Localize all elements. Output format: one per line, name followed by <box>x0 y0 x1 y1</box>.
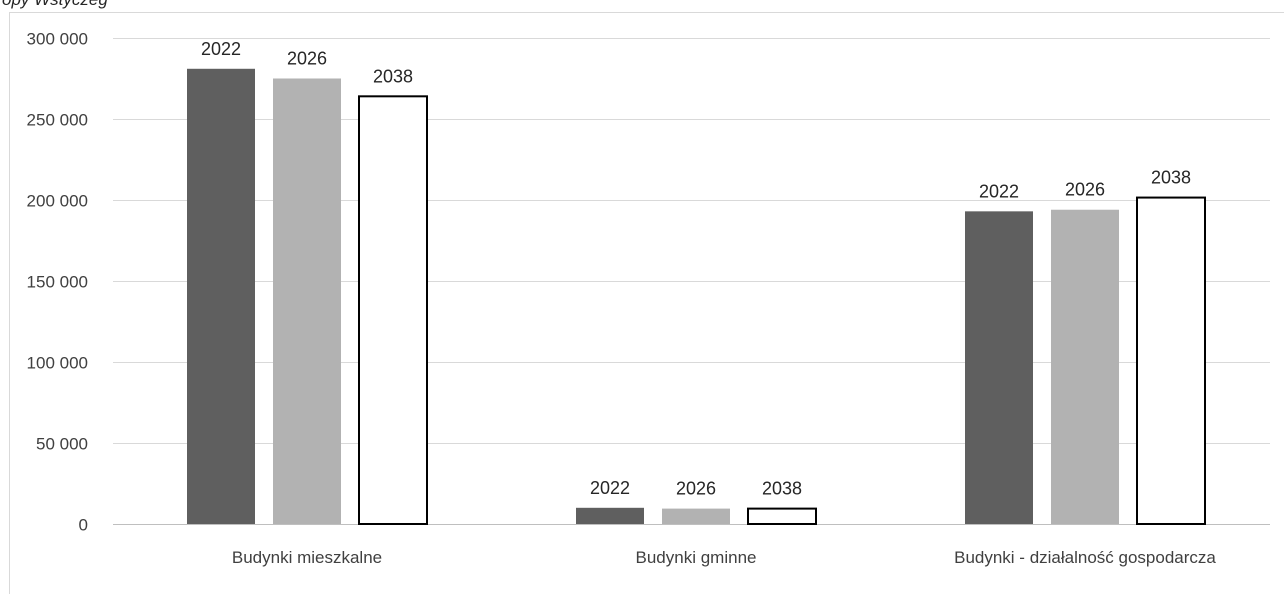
bar-2038-0 <box>358 95 428 525</box>
bar-2038-1 <box>747 507 817 525</box>
y-tick-label: 150 000 <box>27 273 88 292</box>
bar-2022-1 <box>576 507 644 524</box>
bar-2026-2 <box>1051 209 1119 524</box>
y-tick-label: 300 000 <box>27 30 88 49</box>
bar-2026-0 <box>273 78 341 524</box>
bar-2038-2 <box>1136 196 1206 525</box>
data-label: 2038 <box>1151 168 1191 188</box>
category-label: Budynki gminne <box>636 548 757 567</box>
category-label: Budynki mieszkalne <box>232 548 382 567</box>
data-labels: 2022 2026 2038 2022 2026 2038 2022 2026 2038 <box>201 39 1191 499</box>
category-labels: Budynki mieszkalne Budynki gminne Budynki … <box>232 548 1217 567</box>
data-label: 2038 <box>373 66 413 86</box>
data-label: 2026 <box>676 479 716 499</box>
category-label: Budynki - działalność gospodarcza <box>954 548 1216 567</box>
bar-2022-2 <box>965 211 1033 524</box>
data-label: 2022 <box>590 478 630 498</box>
bars <box>187 68 1206 525</box>
data-label: 2022 <box>201 39 241 59</box>
data-label: 2038 <box>762 479 802 499</box>
y-tick-label: 50 000 <box>36 435 88 454</box>
y-tick-label: 100 000 <box>27 354 88 373</box>
y-axis-ticks: 0 50 000 100 000 150 000 200 000 250 000 300 0… <box>27 30 88 535</box>
data-label: 2026 <box>1065 180 1105 200</box>
y-tick-label: 200 000 <box>27 192 88 211</box>
top-text-fragment: opy Wstyczeg <box>2 0 108 9</box>
data-label: 2022 <box>979 181 1019 201</box>
bar-2022-0 <box>187 68 255 524</box>
y-tick-label: 0 <box>79 516 88 535</box>
bar-2026-1 <box>662 508 730 524</box>
y-tick-label: 250 000 <box>27 111 88 130</box>
data-label: 2026 <box>287 49 327 69</box>
